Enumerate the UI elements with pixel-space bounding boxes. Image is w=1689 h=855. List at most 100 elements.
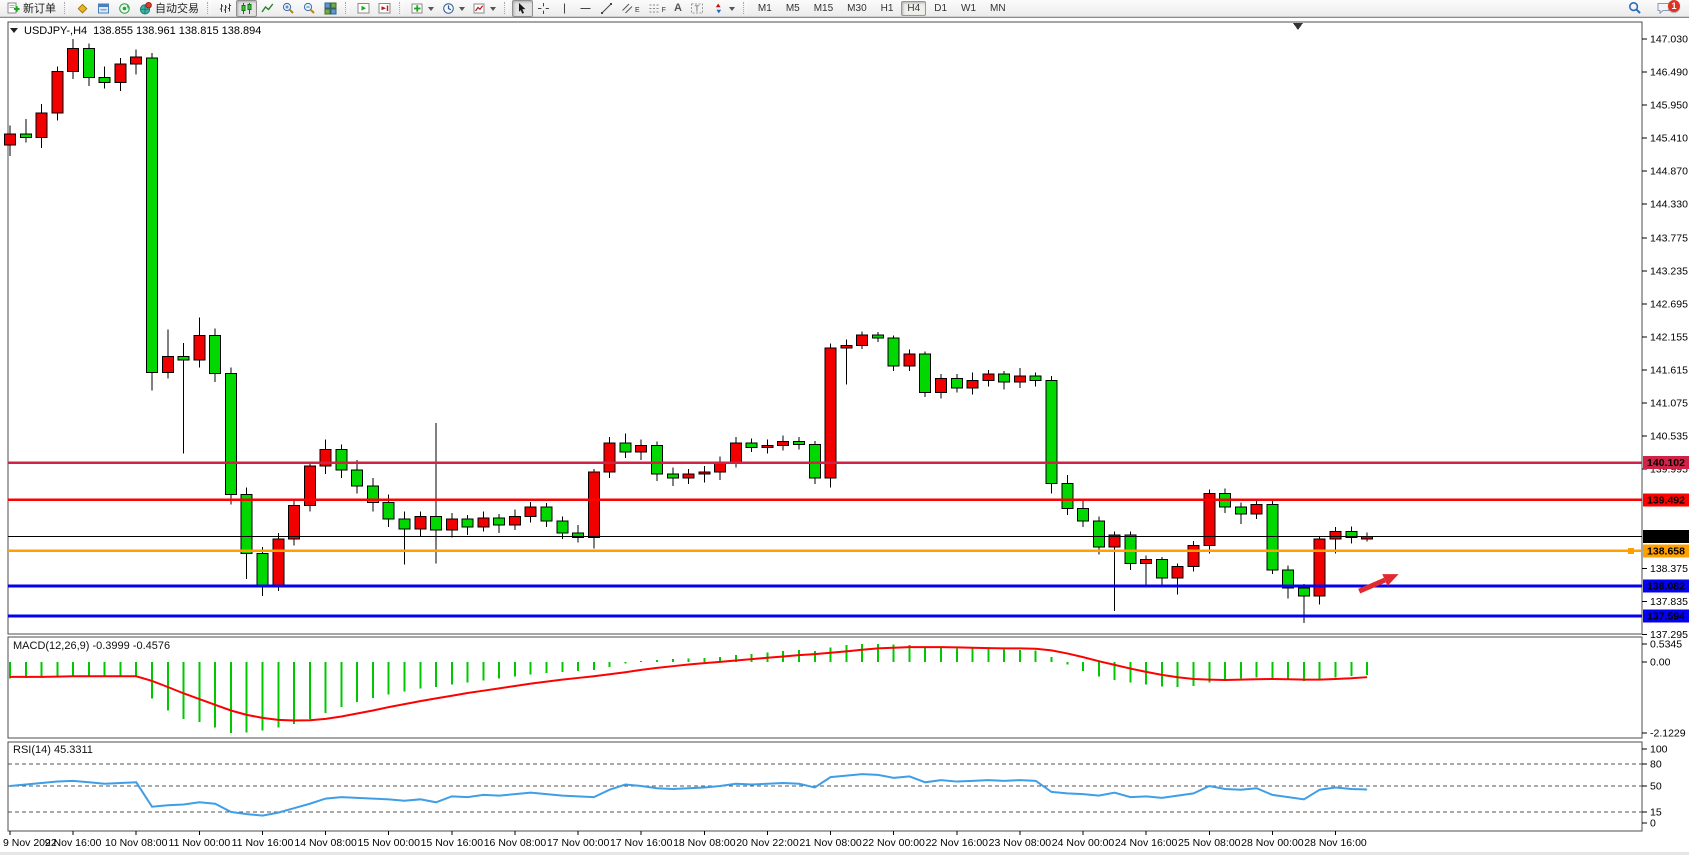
auto-scroll-button[interactable]	[353, 0, 374, 17]
timeframe-button-d1[interactable]: D1	[934, 2, 948, 14]
candle	[619, 442, 632, 453]
periods-clock-icon	[442, 2, 455, 15]
candle	[650, 445, 663, 475]
candle	[319, 448, 332, 467]
zoom-in-button[interactable]	[278, 0, 299, 17]
bar-chart-button[interactable]	[215, 0, 236, 17]
fibonacci-button[interactable]: F	[644, 0, 670, 17]
candle	[1313, 538, 1326, 597]
new-order-button[interactable]: 新订单	[3, 0, 60, 17]
candle	[887, 337, 900, 367]
arrow-annotation[interactable]	[1358, 574, 1399, 594]
chevron-down-icon[interactable]	[490, 6, 496, 14]
svg-text:100: 100	[1650, 744, 1668, 756]
candle	[761, 445, 774, 449]
chevron-down-icon[interactable]	[459, 6, 465, 14]
candle	[303, 465, 316, 507]
candle	[1250, 503, 1263, 515]
equidistant-channel-button[interactable]: E	[617, 0, 644, 17]
notification-badge[interactable]: 1	[1668, 0, 1680, 12]
candle	[935, 377, 948, 394]
svg-text:144.330: 144.330	[1650, 199, 1688, 211]
candle	[666, 473, 679, 479]
tile-windows-button[interactable]	[320, 0, 341, 17]
market-button[interactable]	[72, 0, 93, 17]
candle	[1013, 375, 1026, 383]
timeframe-button-h4[interactable]: H4	[901, 0, 927, 16]
horizontal-line-icon	[579, 2, 592, 15]
candlestick-chart-button[interactable]	[236, 0, 257, 17]
crosshair-button[interactable]	[533, 0, 554, 17]
candle	[114, 63, 127, 84]
svg-text:50: 50	[1650, 781, 1662, 793]
autotrading-button[interactable]: 自动交易	[135, 0, 203, 17]
zoom-out-button[interactable]	[299, 0, 320, 17]
periods-button[interactable]	[438, 0, 469, 17]
candle	[4, 133, 16, 146]
svg-text:11 Nov 00:00: 11 Nov 00:00	[169, 837, 231, 849]
cursor-button[interactable]	[512, 0, 533, 17]
indicators-button[interactable]	[407, 0, 438, 17]
candle	[508, 516, 521, 526]
candle	[177, 355, 190, 361]
candle	[524, 506, 537, 518]
candle	[161, 355, 174, 373]
toolbar-separator	[207, 2, 211, 14]
search-button[interactable]	[1624, 0, 1646, 17]
candle	[745, 442, 758, 449]
text-button[interactable]: A	[670, 0, 686, 17]
trendline-button[interactable]	[596, 0, 617, 17]
svg-text:18 Nov 08:00: 18 Nov 08:00	[673, 837, 736, 849]
rsi-panel: 100 80 50 150	[8, 744, 1668, 830]
candle	[98, 77, 111, 84]
text-label-button[interactable]: T	[686, 0, 708, 17]
arrows-button[interactable]	[708, 0, 739, 17]
macd-panel: 0.5345 0.00 -2.1229	[9, 638, 1686, 740]
chart-shift-marker[interactable]	[1293, 23, 1303, 30]
templates-button[interactable]	[469, 0, 500, 17]
svg-text:0: 0	[1650, 818, 1656, 830]
metaeditor-button[interactable]	[93, 0, 114, 17]
svg-text:138.082: 138.082	[1647, 581, 1685, 593]
svg-text:138.375: 138.375	[1650, 563, 1688, 575]
chart-shift-button[interactable]	[374, 0, 395, 17]
candle	[209, 335, 222, 375]
chevron-down-icon[interactable]	[728, 6, 735, 14]
notifications-button[interactable]: 1	[1652, 0, 1680, 17]
timeframe-button-mn[interactable]: MN	[990, 2, 1006, 14]
main-toolbar: 新订单 自动交易 E F A T M1 M5 M15 M30 H1 H4 D1 W1 MN 1	[0, 0, 1689, 17]
svg-text:145.950: 145.950	[1650, 100, 1688, 112]
timeframe-button-w1[interactable]: W1	[961, 2, 977, 14]
candle	[714, 462, 727, 473]
timeframe-toolbar: M1 M5 M15 M30 H1 H4 D1 W1 MN	[751, 0, 1013, 16]
hline-handle[interactable]	[1628, 547, 1634, 554]
svg-text:0.5345: 0.5345	[1650, 638, 1682, 650]
timeframe-button-m5[interactable]: M5	[785, 2, 800, 14]
chevron-down-icon[interactable]	[428, 6, 434, 14]
candle	[1029, 375, 1042, 381]
candle	[793, 440, 805, 445]
metaeditor-icon	[97, 2, 110, 15]
zoom-out-icon	[303, 2, 316, 15]
market-icon	[76, 2, 89, 15]
templates-icon	[473, 2, 486, 15]
vertical-line-button[interactable]	[554, 0, 575, 17]
candle	[1266, 503, 1279, 571]
timeframe-button-m15[interactable]: M15	[813, 2, 834, 14]
svg-text:17 Nov 00:00: 17 Nov 00:00	[547, 837, 610, 849]
signals-button[interactable]	[114, 0, 135, 17]
timeframe-button-h1[interactable]: H1	[880, 2, 894, 14]
svg-text:25 Nov 08:00: 25 Nov 08:00	[1178, 837, 1241, 849]
timeframe-button-m1[interactable]: M1	[757, 2, 772, 14]
timeframe-button-m30[interactable]: M30	[847, 2, 867, 14]
candlestick-chart-icon	[240, 2, 253, 15]
chart-dropdown-icon[interactable]	[10, 28, 18, 37]
horizontal-line-button[interactable]	[575, 0, 596, 17]
candle	[67, 47, 80, 73]
toolbar-separator	[345, 2, 349, 14]
candle	[272, 538, 285, 587]
line-chart-button[interactable]	[257, 0, 278, 17]
svg-text:141.075: 141.075	[1650, 398, 1688, 410]
trendline-icon	[600, 2, 613, 15]
